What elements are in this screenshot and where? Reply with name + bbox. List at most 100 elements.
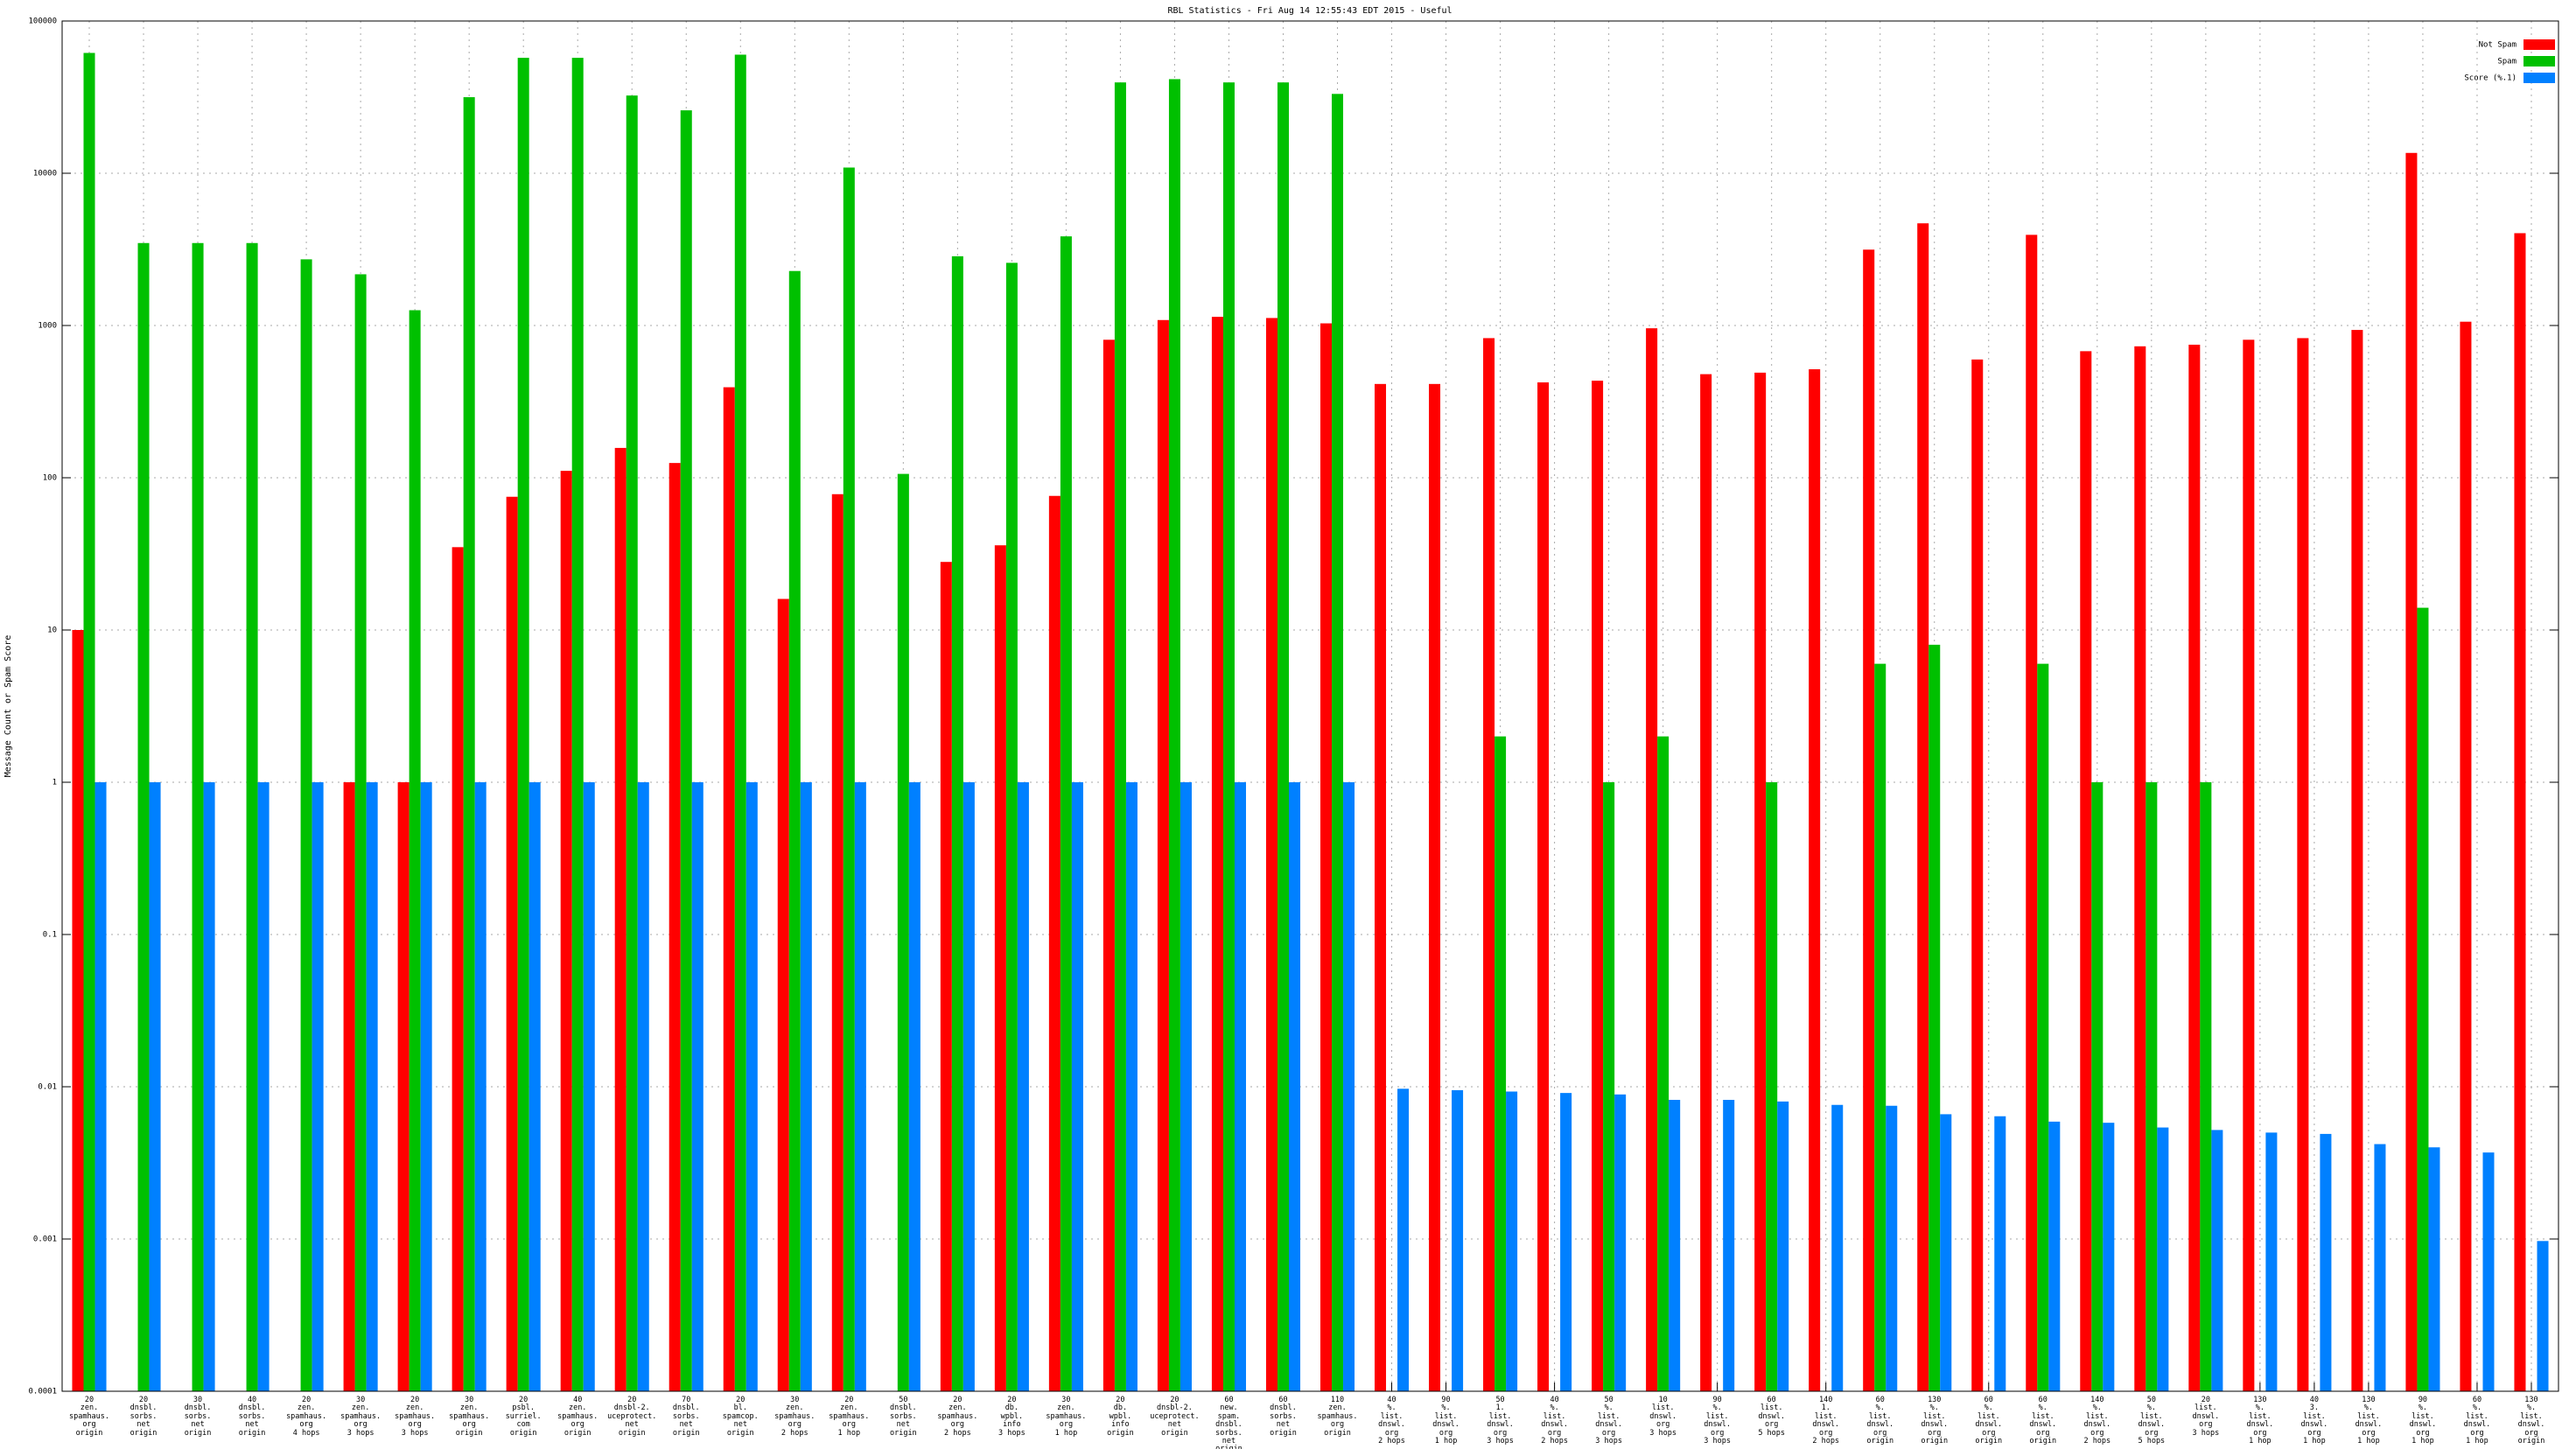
bar bbox=[1754, 372, 1767, 1391]
bar bbox=[1886, 1105, 1898, 1391]
legend-swatch bbox=[2524, 73, 2555, 83]
bar bbox=[506, 496, 518, 1391]
bar bbox=[1265, 318, 1278, 1392]
bar bbox=[1537, 382, 1550, 1391]
bar bbox=[1669, 1099, 1681, 1391]
x-tick-label: 130 %. list. dnswl. org 1 hop bbox=[2355, 1396, 2383, 1446]
bar bbox=[1048, 495, 1060, 1391]
bar bbox=[2460, 321, 2472, 1391]
bar bbox=[843, 167, 855, 1391]
bar bbox=[72, 630, 84, 1391]
y-axis-label: Message Count or Spam Score bbox=[4, 635, 13, 778]
bar bbox=[583, 782, 595, 1391]
bar bbox=[1809, 368, 1821, 1391]
bar bbox=[1017, 782, 1029, 1391]
bar bbox=[962, 782, 975, 1391]
x-tick-label: 130 %. list. dnswl. org origin bbox=[2517, 1396, 2545, 1446]
bar bbox=[420, 782, 432, 1391]
x-tick-label: 20 db. wpbl. info origin bbox=[1107, 1396, 1134, 1438]
y-tick-label: 1000 bbox=[38, 322, 57, 331]
bar bbox=[2243, 340, 2255, 1391]
bar bbox=[951, 256, 963, 1392]
bar bbox=[1289, 782, 1301, 1391]
bar bbox=[463, 97, 475, 1392]
bar bbox=[1331, 94, 1344, 1391]
legend-swatch bbox=[2524, 39, 2555, 50]
bar bbox=[2134, 346, 2146, 1391]
bar bbox=[366, 782, 378, 1391]
x-tick-label: 60 %. list. dnswl. org origin bbox=[1866, 1396, 1894, 1446]
bar bbox=[2428, 1147, 2440, 1391]
x-tick-label: 20 zen. spamhaus. org origin bbox=[68, 1396, 110, 1438]
bar bbox=[1994, 1116, 2006, 1391]
legend-label: Score (%.1) bbox=[2464, 74, 2516, 83]
x-tick-label: 50 1. list. dnswl. org 3 hops bbox=[1487, 1396, 1514, 1446]
bar bbox=[517, 58, 529, 1392]
x-tick-label: 40 %. list. dnswl. org 2 hops bbox=[1541, 1396, 1568, 1446]
bar bbox=[1397, 1088, 1410, 1391]
x-tick-label: 20 zen. spamhaus. org 1 hop bbox=[829, 1396, 870, 1438]
bar bbox=[2188, 344, 2201, 1391]
x-tick-label: 90 %. list. dnswl. org 1 hop bbox=[1432, 1396, 1460, 1446]
bar bbox=[1863, 249, 1875, 1392]
bar bbox=[2537, 1241, 2549, 1391]
x-tick-label: 40 3. list. dnswl. org 1 hop bbox=[2300, 1396, 2328, 1446]
x-tick-label: 20 list. dnswl. org 3 hops bbox=[2192, 1396, 2220, 1438]
bar bbox=[397, 782, 410, 1391]
bar bbox=[614, 447, 626, 1391]
bar bbox=[777, 598, 789, 1391]
bar bbox=[2037, 663, 2049, 1391]
y-tick-label: 0.001 bbox=[33, 1236, 57, 1244]
bar bbox=[734, 54, 746, 1392]
bar bbox=[1506, 1091, 1518, 1391]
bar bbox=[940, 562, 952, 1391]
x-tick-label: 30 dnsbl. sorbs. net origin bbox=[184, 1396, 212, 1438]
x-tick-label: 40 %. list. dnswl. org 2 hops bbox=[1378, 1396, 1405, 1446]
bar bbox=[897, 473, 909, 1391]
x-tick-label: 60 new. spam. dnsbl. sorbs. net origin bbox=[1215, 1396, 1242, 1449]
x-tick-label: 20 db. wpbl. info 3 hops bbox=[998, 1396, 1026, 1438]
chart-title: RBL Statistics - Fri Aug 14 12:55:43 EDT… bbox=[1167, 6, 1452, 16]
bar bbox=[2091, 782, 2104, 1391]
bar bbox=[1343, 782, 1355, 1391]
x-tick-label: 50 dnsbl. sorbs. net origin bbox=[889, 1396, 917, 1438]
bar bbox=[1071, 782, 1083, 1391]
bar bbox=[2482, 1152, 2495, 1391]
x-tick-label: 30 zen. spamhaus. org 3 hops bbox=[340, 1396, 382, 1438]
bar bbox=[312, 782, 324, 1391]
bar bbox=[452, 547, 464, 1391]
bar bbox=[1180, 782, 1192, 1391]
bar bbox=[1234, 782, 1247, 1391]
bar bbox=[2405, 152, 2418, 1391]
bar bbox=[1060, 236, 1072, 1391]
x-tick-label: 90 %. list. dnswl. org 1 hop bbox=[2409, 1396, 2437, 1446]
bar bbox=[1777, 1101, 1789, 1391]
bar bbox=[637, 782, 649, 1391]
bar bbox=[1657, 736, 1670, 1391]
bar bbox=[474, 782, 486, 1391]
bar bbox=[560, 471, 572, 1392]
x-tick-label: 40 zen. spamhaus. org origin bbox=[557, 1396, 598, 1438]
bar bbox=[83, 52, 95, 1392]
bar bbox=[1603, 782, 1615, 1391]
x-tick-label: 20 zen. spamhaus. org 3 hops bbox=[395, 1396, 436, 1438]
y-tick-label: 1 bbox=[52, 779, 57, 788]
bar bbox=[2080, 351, 2092, 1392]
bar bbox=[1831, 1104, 1844, 1391]
bar bbox=[2351, 330, 2363, 1392]
bar bbox=[149, 782, 161, 1391]
bar bbox=[854, 782, 866, 1391]
legend-label: Spam bbox=[2497, 58, 2516, 66]
bar bbox=[1452, 1089, 1464, 1391]
x-tick-label: 20 dnsbl. sorbs. net origin bbox=[130, 1396, 158, 1438]
y-tick-label: 100000 bbox=[28, 18, 57, 26]
y-tick-label: 0.01 bbox=[38, 1083, 57, 1092]
x-tick-label: 130 %. list. dnswl. org 1 hop bbox=[2246, 1396, 2274, 1446]
bar bbox=[1483, 338, 1495, 1392]
bar bbox=[2048, 1121, 2061, 1391]
x-tick-label: 60 dnsbl. sorbs. net origin bbox=[1270, 1396, 1297, 1438]
bar bbox=[409, 310, 421, 1391]
x-tick-label: 20 zen. spamhaus. org 2 hops bbox=[937, 1396, 978, 1438]
